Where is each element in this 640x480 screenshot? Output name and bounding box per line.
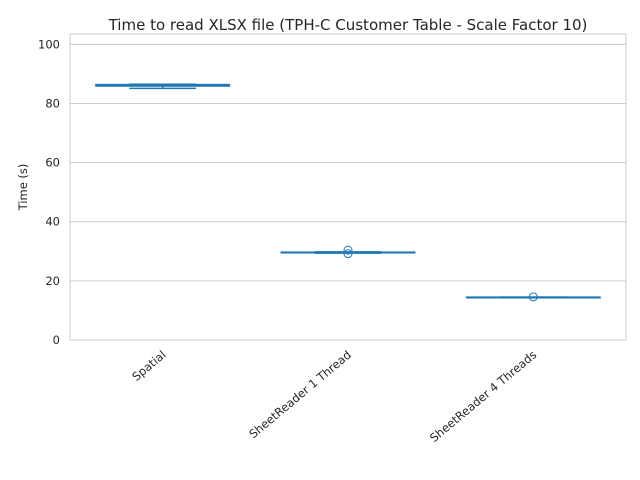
outlier-point: [343, 245, 353, 255]
chart-title: Time to read XLSX file (TPH-C Customer T…: [108, 16, 588, 34]
y-tick-label: 40: [45, 215, 60, 229]
y-tick-label: 20: [45, 274, 60, 288]
y-tick-label: 80: [45, 96, 60, 110]
y-axis-label: Time (s): [16, 164, 30, 212]
y-tick-label: 100: [38, 37, 60, 51]
box-plots: [95, 83, 601, 302]
outlier-point: [343, 249, 353, 259]
box-1: [280, 245, 416, 259]
y-tick-label: 0: [53, 333, 60, 347]
x-axis: Spatial SheetReader 1 Thread SheetReader 4…: [129, 348, 539, 445]
plot-frame: [69, 33, 627, 341]
x-tick-label: SheetReader 4 Threads: [427, 348, 539, 445]
x-tick-label: SheetReader 1 Thread: [246, 348, 354, 442]
box-2: [465, 292, 601, 302]
y-axis: 0 20 40 60 80 100: [38, 37, 60, 347]
x-tick-label: Spatial: [129, 348, 168, 384]
box-0: [95, 83, 231, 90]
y-tick-label: 60: [45, 156, 60, 170]
outlier-point: [528, 292, 538, 302]
